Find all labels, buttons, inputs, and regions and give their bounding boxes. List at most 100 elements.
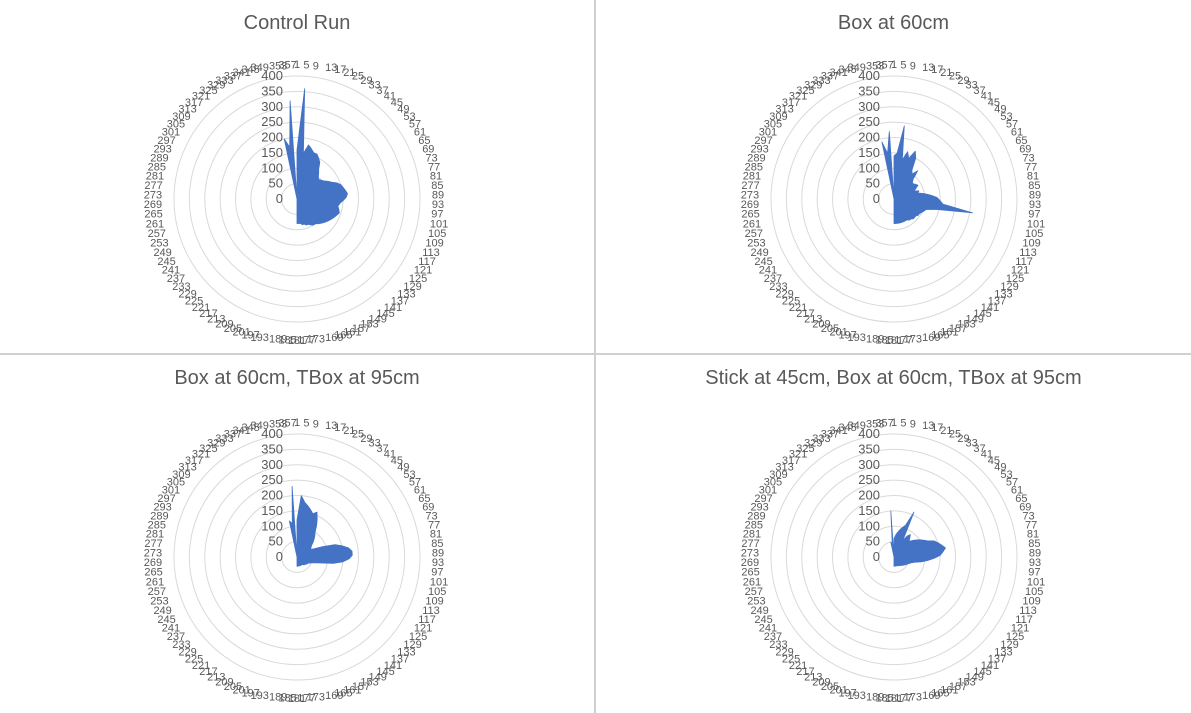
- angle-tick-label: 233: [769, 281, 787, 293]
- angle-tick-label: 53: [1000, 111, 1012, 123]
- angle-tick-label: 349: [251, 62, 269, 74]
- angle-tick-label: 217: [199, 308, 217, 320]
- angle-tick-label: 169: [325, 690, 343, 702]
- angle-tick-label: 181: [288, 335, 306, 347]
- angle-tick-label: 149: [966, 314, 984, 326]
- angle-tick-label: 281: [146, 529, 164, 541]
- angle-tick-label: 209: [215, 319, 233, 331]
- angle-tick-label: 337: [224, 71, 242, 83]
- angle-tick-label: 317: [782, 97, 800, 109]
- radial-tick-label: 200: [261, 130, 283, 145]
- angle-tick-label: 213: [207, 672, 225, 684]
- angle-tick-label: 185: [875, 693, 893, 705]
- angle-tick-label: 201: [232, 685, 250, 697]
- angle-tick-label: 257: [745, 586, 763, 598]
- angle-tick-label: 221: [192, 302, 210, 314]
- angle-tick-label: 113: [422, 605, 440, 617]
- angle-tick-label: 157: [352, 323, 370, 335]
- radial-gridline: [188, 90, 406, 308]
- angle-tick-label: 217: [796, 308, 814, 320]
- angle-tick-label: 5: [900, 59, 906, 71]
- radial-tick-label: 50: [269, 176, 283, 191]
- angle-tick-label: 241: [759, 623, 777, 635]
- angle-tick-label: 37: [376, 443, 388, 455]
- angle-tick-label: 129: [403, 639, 421, 651]
- angle-tick-label: 165: [931, 688, 949, 700]
- angle-tick-label: 217: [199, 666, 217, 678]
- angle-tick-label: 45: [988, 97, 1000, 109]
- angle-tick-label: 345: [241, 64, 259, 76]
- radial-gridline: [770, 75, 1018, 323]
- angle-tick-label: 105: [1025, 586, 1043, 598]
- angle-tick-label: 241: [162, 265, 180, 277]
- angle-tick-label: 285: [745, 161, 763, 173]
- angle-tick-label: 197: [838, 330, 856, 342]
- angle-tick-label: 197: [241, 330, 259, 342]
- angle-tick-label: 53: [403, 111, 415, 123]
- angle-tick-label: 173: [904, 692, 922, 704]
- angle-tick-label: 161: [343, 685, 361, 697]
- angle-tick-label: 93: [432, 199, 444, 211]
- angle-tick-label: 337: [821, 429, 839, 441]
- angle-tick-label: 5: [303, 59, 309, 71]
- angle-tick-label: 125: [409, 273, 427, 285]
- angle-tick-label: 21: [343, 425, 355, 437]
- chart-title: Control Run: [243, 12, 351, 34]
- radial-tick-label: 0: [873, 191, 880, 206]
- angle-tick-label: 337: [821, 71, 839, 83]
- angle-tick-label: 353: [269, 60, 287, 72]
- angle-tick-label: 141: [981, 302, 999, 314]
- angle-tick-label: 25: [949, 429, 961, 441]
- angle-tick-label: 157: [949, 681, 967, 693]
- angle-tick-label: 353: [866, 418, 884, 430]
- angle-tick-label: 285: [148, 161, 166, 173]
- angle-tick-label: 189: [269, 692, 287, 704]
- angle-tick-label: 117: [1015, 614, 1033, 626]
- angle-tick-label: 153: [360, 677, 378, 689]
- angle-tick-label: 129: [403, 281, 421, 293]
- angle-tick-label: 21: [940, 425, 952, 437]
- angle-tick-label: 61: [414, 485, 426, 497]
- radial-tick-label: 250: [261, 114, 283, 129]
- angle-tick-label: 93: [1029, 557, 1041, 569]
- angle-tick-label: 325: [199, 443, 217, 455]
- radial-tick-label: 200: [858, 130, 880, 145]
- angle-tick-label: 193: [848, 332, 866, 344]
- angle-tick-label: 249: [750, 247, 768, 259]
- chart-panel-stick-box-tbox: Stick at 45cm, Box at 60cm, TBox at 95cm…: [596, 355, 1191, 713]
- angle-tick-label: 37: [376, 85, 388, 97]
- angle-tick-label: 85: [431, 538, 443, 550]
- angle-tick-label: 9: [910, 60, 916, 72]
- radial-gridline: [816, 121, 972, 277]
- angle-tick-label: 349: [848, 62, 866, 74]
- angle-tick-label: 213: [207, 314, 225, 326]
- angle-tick-label: 53: [403, 469, 415, 481]
- series-area: [288, 486, 353, 567]
- angle-tick-label: 213: [804, 672, 822, 684]
- angle-tick-label: 29: [360, 75, 372, 87]
- angle-tick-label: 57: [409, 477, 421, 489]
- angle-tick-label: 269: [741, 199, 759, 211]
- angle-tick-label: 33: [966, 438, 978, 450]
- angle-tick-label: 45: [391, 97, 403, 109]
- angle-tick-label: 269: [741, 557, 759, 569]
- angle-tick-label: 153: [957, 319, 975, 331]
- angle-tick-label: 185: [278, 335, 296, 347]
- angle-tick-label: 1: [294, 59, 300, 71]
- angle-tick-label: 321: [192, 449, 210, 461]
- angle-tick-label: 5: [900, 417, 906, 429]
- angle-tick-label: 213: [804, 314, 822, 326]
- angle-tick-label: 313: [178, 104, 196, 116]
- angle-tick-label: 1: [294, 417, 300, 429]
- angle-tick-label: 309: [172, 111, 190, 123]
- angle-tick-label: 101: [1027, 577, 1045, 589]
- angle-tick-label: 105: [428, 228, 446, 240]
- angle-tick-label: 189: [866, 692, 884, 704]
- radial-tick-label: 100: [261, 160, 283, 175]
- angle-tick-label: 145: [973, 308, 991, 320]
- radial-gridline: [785, 90, 1003, 308]
- angle-tick-label: 341: [829, 67, 847, 79]
- radial-gridline: [832, 495, 956, 619]
- angle-tick-label: 169: [325, 332, 343, 344]
